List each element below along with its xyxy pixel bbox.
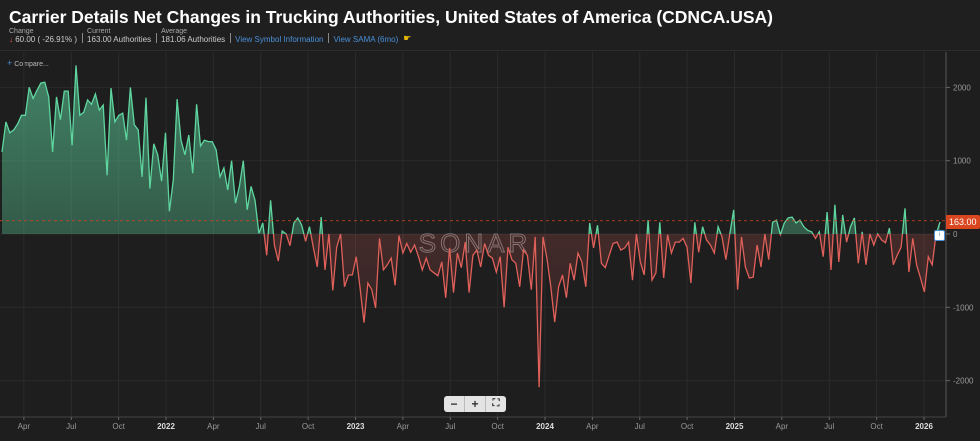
stat-current: Current 163.00 Authorities bbox=[87, 28, 156, 44]
x-tick-label: 2026 bbox=[915, 422, 933, 431]
compare-button[interactable]: + Compare... bbox=[7, 58, 49, 68]
stats-row: Change ↓ 60.00 ( -26.91% ) Current 163.0… bbox=[9, 28, 411, 44]
divider bbox=[82, 33, 84, 43]
negative-series-line bbox=[263, 234, 937, 388]
x-tick-label: Jul bbox=[824, 422, 834, 431]
chart-header: Carrier Details Net Changes in Trucking … bbox=[0, 0, 980, 51]
current-value: 163.00 Authorities bbox=[87, 35, 152, 44]
x-tick-label: Apr bbox=[397, 422, 410, 431]
x-tick-label: Jul bbox=[635, 422, 645, 431]
x-tick-label: Apr bbox=[776, 422, 789, 431]
y-tick-label: 2000 bbox=[953, 83, 971, 92]
x-tick-label: Apr bbox=[18, 422, 31, 431]
divider bbox=[230, 33, 232, 43]
current-label: Current bbox=[87, 28, 111, 35]
view-sama-link[interactable]: View SAMA (6mo) bbox=[333, 35, 399, 44]
positive-area bbox=[2, 65, 940, 234]
stat-average: Average 181.06 Authorities bbox=[161, 28, 230, 44]
x-tick-label: 2023 bbox=[347, 422, 365, 431]
x-tick-label: Apr bbox=[207, 422, 220, 431]
change-value: 60.00 ( -26.91% ) bbox=[15, 35, 78, 44]
positive-series-line bbox=[1, 65, 941, 234]
x-tick-label: Oct bbox=[112, 422, 125, 431]
x-tick-label: Jul bbox=[256, 422, 266, 431]
negative-area bbox=[2, 234, 940, 388]
x-tick-label: Apr bbox=[586, 422, 599, 431]
zoom-in-button[interactable]: + bbox=[465, 396, 486, 412]
y-tick-label: -2000 bbox=[953, 377, 974, 386]
divider bbox=[328, 33, 330, 43]
event-marker-icon[interactable]: i bbox=[934, 230, 945, 241]
x-tick-label: Oct bbox=[681, 422, 694, 431]
x-tick-label: Jul bbox=[445, 422, 455, 431]
divider bbox=[156, 33, 158, 43]
y-tick-label: -1000 bbox=[953, 303, 974, 312]
x-tick-label: 2022 bbox=[157, 422, 175, 431]
last-value-label: 163.00 bbox=[946, 215, 980, 229]
x-tick-label: Oct bbox=[870, 422, 883, 431]
change-label: Change bbox=[9, 28, 34, 35]
x-tick-label: Oct bbox=[302, 422, 315, 431]
x-tick-label: 2024 bbox=[536, 422, 554, 431]
zoom-out-button[interactable]: − bbox=[444, 396, 465, 412]
plus-icon: + bbox=[7, 58, 13, 68]
y-tick-label: 0 bbox=[953, 230, 958, 239]
y-tick-label: 1000 bbox=[953, 157, 971, 166]
compare-label: Compare... bbox=[14, 61, 49, 68]
zoom-controls: − + ⛶ bbox=[444, 396, 506, 412]
grid bbox=[0, 52, 946, 417]
x-tick-label: Oct bbox=[491, 422, 504, 431]
view-symbol-link[interactable]: View Symbol Information bbox=[235, 35, 324, 44]
sonar-watermark: SONAR bbox=[419, 228, 531, 258]
fullscreen-button[interactable]: ⛶ bbox=[492, 398, 500, 409]
hand-icon[interactable]: ☛ bbox=[403, 33, 412, 43]
x-tick-label: Jul bbox=[66, 422, 76, 431]
chart-title: Carrier Details Net Changes in Trucking … bbox=[9, 7, 773, 27]
stat-change: Change ↓ 60.00 ( -26.91% ) bbox=[9, 28, 82, 44]
average-value: 181.06 Authorities bbox=[161, 35, 226, 44]
arrow-down-icon: ↓ bbox=[9, 35, 13, 44]
average-label: Average bbox=[161, 28, 188, 35]
x-tick-label: 2025 bbox=[726, 422, 744, 431]
